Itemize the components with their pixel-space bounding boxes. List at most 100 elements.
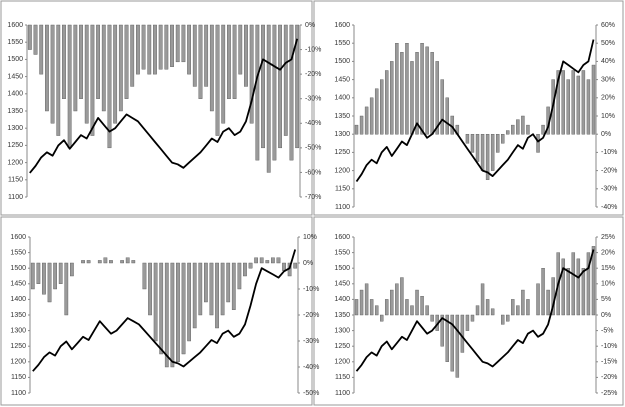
bar	[204, 24, 209, 87]
bar	[203, 262, 208, 303]
bar	[56, 24, 61, 136]
y-tick-label: 1400	[334, 296, 350, 303]
bar	[237, 262, 242, 290]
bar	[385, 299, 389, 316]
bar	[581, 268, 586, 316]
y-tick-label: 1350	[7, 108, 23, 115]
y-tick-label: 1450	[7, 73, 23, 80]
bar	[435, 61, 439, 135]
bar	[221, 24, 226, 124]
bar	[148, 262, 152, 316]
y2-tick-label: -70%	[305, 194, 321, 201]
bar	[84, 24, 89, 124]
y2-tick-label: 40%	[601, 58, 615, 65]
bar	[153, 262, 158, 342]
bar	[36, 262, 41, 284]
bar	[50, 24, 55, 124]
y2-tick-label: -5%	[601, 327, 613, 334]
bar	[67, 24, 72, 149]
bar	[101, 24, 106, 112]
y2-tick-label: -20%	[305, 71, 321, 78]
bar	[576, 258, 581, 316]
bar	[541, 268, 545, 316]
line	[355, 39, 595, 183]
bar	[30, 262, 35, 290]
y2-tick-label: 25%	[601, 234, 615, 241]
y2-tick-label: -10%	[303, 286, 319, 293]
bar	[248, 262, 253, 269]
bar	[410, 305, 414, 316]
bar	[181, 262, 186, 355]
y-tick-label: 1150	[335, 186, 350, 193]
bar	[81, 260, 85, 264]
line	[355, 249, 595, 372]
bar	[405, 299, 409, 316]
bar	[475, 133, 480, 162]
bar	[526, 124, 530, 135]
bar	[521, 115, 525, 135]
bar	[506, 130, 510, 135]
y-tick-label: 1600	[334, 22, 350, 29]
y2-tick-label: 0%	[305, 22, 315, 29]
bar	[516, 119, 520, 135]
bar	[130, 24, 135, 87]
bar	[571, 252, 576, 316]
bar	[45, 24, 49, 112]
bar	[113, 24, 118, 124]
bar	[238, 24, 243, 75]
bar	[465, 133, 470, 144]
y-tick-label: 1200	[10, 359, 26, 366]
y-tick-label: 1500	[7, 56, 23, 63]
y2-tick-label: -30%	[303, 338, 319, 345]
bar	[470, 314, 475, 322]
bar	[109, 260, 113, 264]
bar	[107, 24, 112, 149]
bar	[64, 262, 69, 316]
bar	[380, 314, 384, 322]
bar	[420, 43, 424, 135]
y-tick-label: 1200	[334, 359, 350, 366]
y-tick-label: 1150	[11, 374, 26, 381]
bar	[485, 299, 490, 316]
y-tick-label: 1500	[334, 58, 350, 65]
y2-tick-label: 50%	[601, 40, 615, 47]
y2-tick-label: 5%	[601, 296, 611, 303]
bar	[124, 24, 129, 99]
y2-tick-label: 0%	[303, 260, 313, 267]
bar	[164, 262, 169, 368]
bar	[586, 79, 591, 135]
bar	[215, 262, 219, 329]
bar	[561, 258, 565, 316]
bar	[445, 314, 449, 362]
bar	[395, 283, 399, 316]
y2-tick-label: -40%	[303, 364, 319, 371]
bar	[521, 289, 525, 316]
bar	[170, 262, 175, 368]
bar	[455, 314, 460, 378]
bar	[566, 268, 570, 316]
bar	[420, 296, 424, 316]
bar	[430, 52, 434, 135]
bar	[405, 43, 409, 135]
bar	[369, 97, 374, 135]
bar	[243, 262, 247, 277]
bar	[27, 24, 32, 50]
bar	[485, 133, 490, 180]
bar	[249, 24, 254, 124]
bar	[181, 24, 186, 63]
y2-tick-label: 60%	[601, 22, 615, 29]
bar	[192, 24, 197, 87]
y-tick-label: 1450	[334, 76, 350, 83]
bar	[187, 24, 191, 75]
y2-tick-label: -30%	[601, 186, 617, 193]
y2-tick-label: -15%	[601, 359, 617, 366]
y-tick-label: 1100	[8, 194, 23, 201]
bar	[390, 289, 394, 316]
y2-tick-label: -25%	[601, 390, 617, 397]
bar	[364, 283, 369, 316]
bar	[261, 24, 265, 149]
bar	[586, 252, 591, 316]
y2-tick-label: 0%	[601, 312, 611, 319]
y-tick-label: 1200	[7, 159, 23, 166]
y2-tick-label: 10%	[303, 234, 317, 241]
